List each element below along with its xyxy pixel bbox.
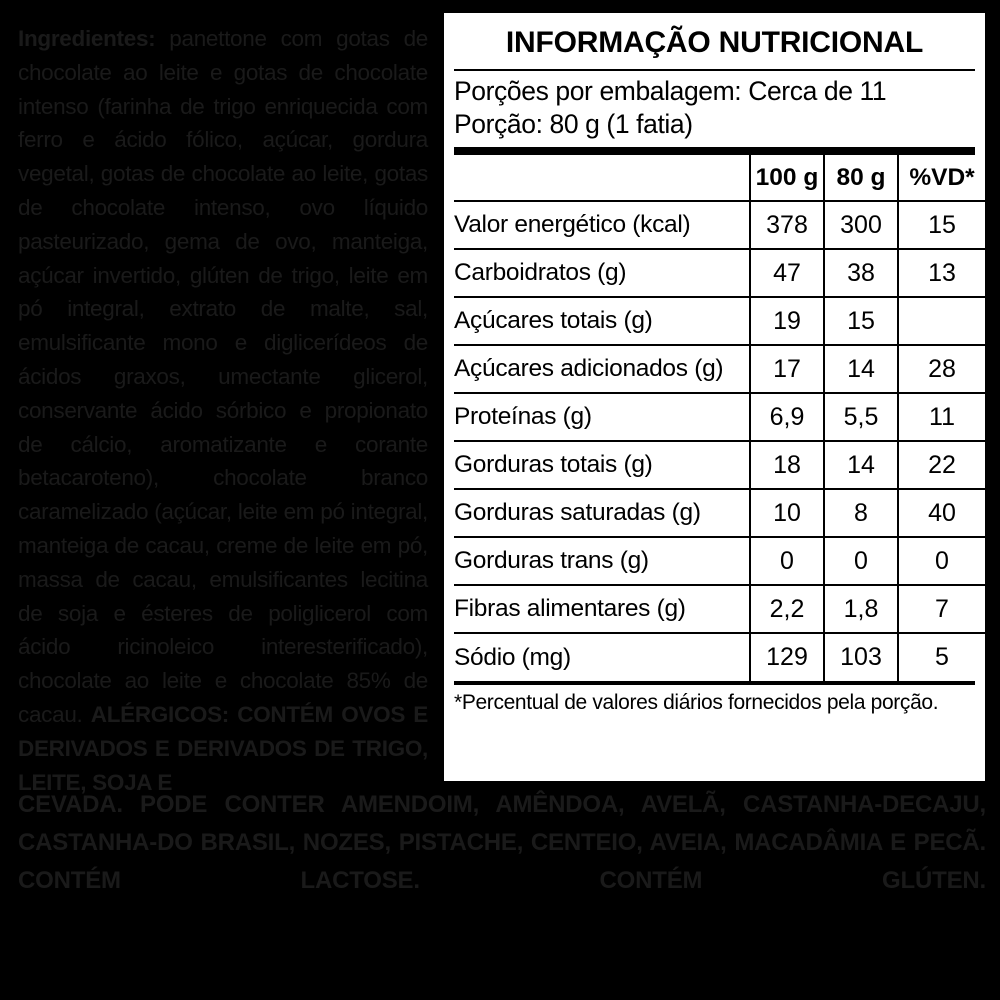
- nutrition-facts-panel: INFORMAÇÃO NUTRICIONAL Porções por embal…: [437, 6, 992, 788]
- nutrient-value-serving: 5,5: [823, 393, 898, 441]
- serving-size: Porção: 80 g (1 fatia): [454, 109, 693, 139]
- nutrient-name: Proteínas (g): [454, 403, 592, 430]
- table-row: Sódio (mg) 129 103 5: [454, 633, 985, 681]
- col-header-percent-dv: %VD*: [897, 155, 985, 201]
- nutrient-value-100g: 378: [749, 201, 824, 249]
- nutrient-name: Sódio (mg): [454, 643, 571, 671]
- table-row: Proteínas (g) 6,9 5,5 11: [454, 393, 985, 441]
- col-header-per-serving: 80 g: [823, 155, 898, 201]
- nutrient-value-serving: 8: [823, 489, 898, 537]
- table-row: Gorduras trans (g) 0 0 0: [454, 537, 985, 585]
- table-row: Açúcares totais (g) 19 15: [454, 297, 985, 345]
- footnote-rule: [454, 681, 975, 685]
- nutrient-value-100g: 10: [749, 489, 824, 537]
- nutrient-percent-dv: 22: [897, 441, 985, 489]
- nutrient-name: Fibras alimentares (g): [454, 595, 686, 622]
- nutrient-value-serving: 38: [823, 249, 898, 297]
- nutrient-percent-dv: 28: [897, 345, 985, 393]
- nutrition-table: 100 g 80 g %VD* Valor energético (kcal) 3…: [454, 155, 985, 681]
- nutrient-name: Gorduras totais (g): [454, 451, 653, 478]
- ingredients-label: Ingredientes:: [18, 26, 156, 51]
- table-row: Açúcares adicionados (g) 17 14 28: [454, 345, 985, 393]
- ingredients-body: panettone com gotas de chocolate ao leit…: [18, 26, 428, 727]
- nutrient-value-100g: 17: [749, 345, 824, 393]
- nutrient-name: Açúcares adicionados (g): [454, 355, 724, 382]
- nutrient-name: Carboidratos (g): [454, 259, 627, 286]
- table-header-row: 100 g 80 g %VD*: [454, 155, 985, 201]
- nutrient-value-serving: 14: [823, 441, 898, 489]
- table-row: Carboidratos (g) 47 38 13: [454, 249, 985, 297]
- nutrient-value-serving: 0: [823, 537, 898, 585]
- col-header-per-100g: 100 g: [749, 155, 824, 201]
- nutrient-value-100g: 2,2: [749, 585, 824, 633]
- nutrient-percent-dv: [897, 297, 985, 345]
- nutrient-percent-dv: 40: [897, 489, 985, 537]
- allergen-inline-start: ALÉRGICOS: CONTÉM OVOS E DERIVADOS E DER…: [18, 701, 428, 795]
- nutrition-table-head: 100 g 80 g %VD*: [454, 155, 985, 201]
- table-row: Gorduras totais (g) 18 14 22: [454, 441, 985, 489]
- nutrient-value-serving: 14: [823, 345, 898, 393]
- nutrient-value-serving: 103: [823, 633, 898, 681]
- nutrient-name: Valor energético (kcal): [454, 211, 691, 238]
- nutrient-value-100g: 0: [749, 537, 824, 585]
- nutrient-value-100g: 47: [749, 249, 824, 297]
- nutrient-value-serving: 1,8: [823, 585, 898, 633]
- servings-per-package: Porções por embalagem: Cerca de 11: [454, 76, 887, 106]
- allergen-statement: CEVADA. PODE CONTER AMENDOIM, AMÊNDOA, A…: [18, 791, 986, 894]
- nutrient-value-serving: 300: [823, 201, 898, 249]
- table-row: Fibras alimentares (g) 2,2 1,8 7: [454, 585, 985, 633]
- nutrient-percent-dv: 5: [897, 633, 985, 681]
- nutrient-percent-dv: 7: [897, 585, 985, 633]
- col-header-nutrient: [454, 155, 750, 201]
- nutrient-percent-dv: 15: [897, 201, 985, 249]
- nutrition-table-body: Valor energético (kcal) 378 300 15 Carboidra…: [454, 201, 985, 681]
- nutrient-percent-dv: 11: [897, 393, 985, 441]
- header-thick-rule: [454, 147, 975, 155]
- nutrient-name: Açúcares totais (g): [454, 307, 653, 334]
- table-row: Valor energético (kcal) 378 300 15: [454, 201, 985, 249]
- nutrient-value-100g: 18: [749, 441, 824, 489]
- ingredients-paragraph: Ingredientes: panettone com gotas de cho…: [0, 0, 440, 799]
- nutrient-name: Gorduras saturadas (g): [454, 499, 701, 526]
- nutrient-value-100g: 6,9: [749, 393, 824, 441]
- nutrient-value-serving: 15: [823, 297, 898, 345]
- nutrient-value-100g: 19: [749, 297, 824, 345]
- nutrient-name: Gorduras trans (g): [454, 547, 649, 574]
- nutrition-footnote: *Percentual de valores diários fornecido…: [454, 691, 939, 714]
- table-row: Gorduras saturadas (g) 10 8 40: [454, 489, 985, 537]
- nutrient-percent-dv: 0: [897, 537, 985, 585]
- nutrient-percent-dv: 13: [897, 249, 985, 297]
- nutrient-value-100g: 129: [749, 633, 824, 681]
- title-divider: [454, 69, 975, 71]
- nutrition-title: INFORMAÇÃO NUTRICIONAL: [505, 26, 924, 59]
